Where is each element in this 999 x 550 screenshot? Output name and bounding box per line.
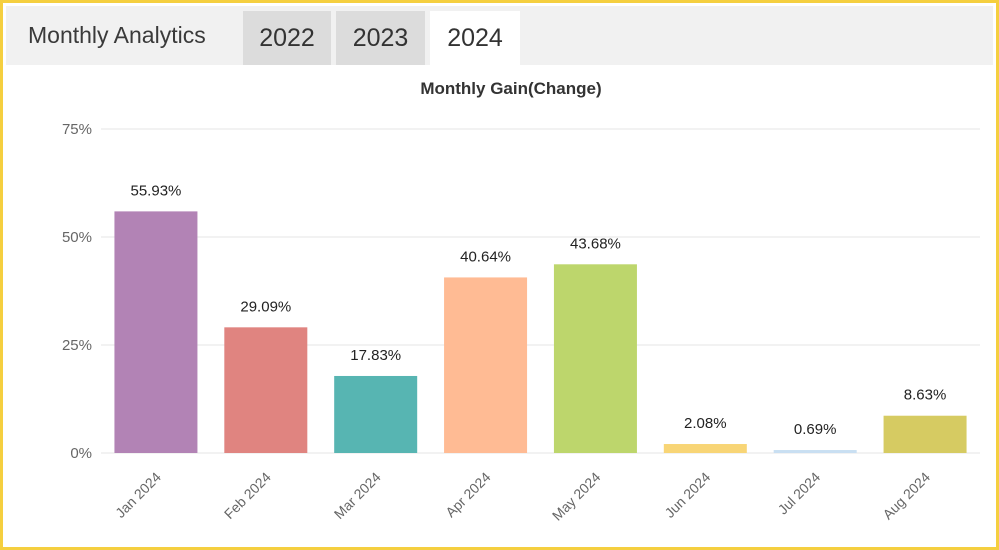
data-label: 8.63% — [904, 387, 947, 404]
x-tick-label: Jan 2024 — [112, 469, 164, 521]
data-label: 29.09% — [240, 298, 291, 315]
bar[interactable] — [553, 264, 637, 453]
bar[interactable] — [773, 450, 857, 453]
x-tick-label: Jun 2024 — [661, 469, 713, 521]
data-labels: 55.93% 29.09% 17.83% 40.64% 43.68% 2.08% 0.69%… — [131, 182, 947, 438]
y-tick-label: 0% — [70, 445, 92, 462]
tab-2023[interactable]: 2023 — [336, 11, 425, 65]
x-tick-label: Aug 2024 — [879, 469, 933, 523]
bars — [114, 211, 967, 453]
bar[interactable] — [224, 327, 308, 453]
bar[interactable] — [663, 444, 747, 453]
bar[interactable] — [114, 211, 198, 453]
panel-title: Monthly Analytics — [28, 22, 206, 48]
data-label: 40.64% — [460, 248, 511, 265]
x-tick-label: Apr 2024 — [442, 469, 494, 521]
bar[interactable] — [883, 415, 967, 453]
chart-title: Monthly Gain(Change) — [420, 79, 601, 98]
bar[interactable] — [444, 277, 528, 453]
tab-2024[interactable]: 2024 — [430, 11, 520, 65]
data-label: 0.69% — [794, 421, 837, 438]
x-tick-label: Jul 2024 — [775, 469, 824, 518]
data-label: 55.93% — [131, 182, 182, 199]
data-label: 2.08% — [684, 415, 727, 432]
y-tick-label: 50% — [62, 229, 92, 246]
x-axis: Jan 2024 Feb 2024 Mar 2024 Apr 2024 May 2024… — [112, 469, 933, 524]
bar[interactable] — [334, 375, 418, 453]
x-tick-label: Mar 2024 — [331, 469, 384, 522]
x-tick-label: May 2024 — [549, 469, 604, 524]
data-label: 43.68% — [570, 235, 621, 252]
tab-2022[interactable]: 2022 — [243, 11, 331, 65]
y-tick-label: 75% — [62, 121, 92, 138]
y-axis: 0% 25% 50% 75% — [62, 121, 92, 462]
y-tick-label: 25% — [62, 337, 92, 354]
x-tick-label: Feb 2024 — [221, 469, 274, 522]
tab-bar: Monthly Analytics 2022 2023 2024 — [6, 6, 993, 65]
data-label: 17.83% — [350, 347, 401, 364]
